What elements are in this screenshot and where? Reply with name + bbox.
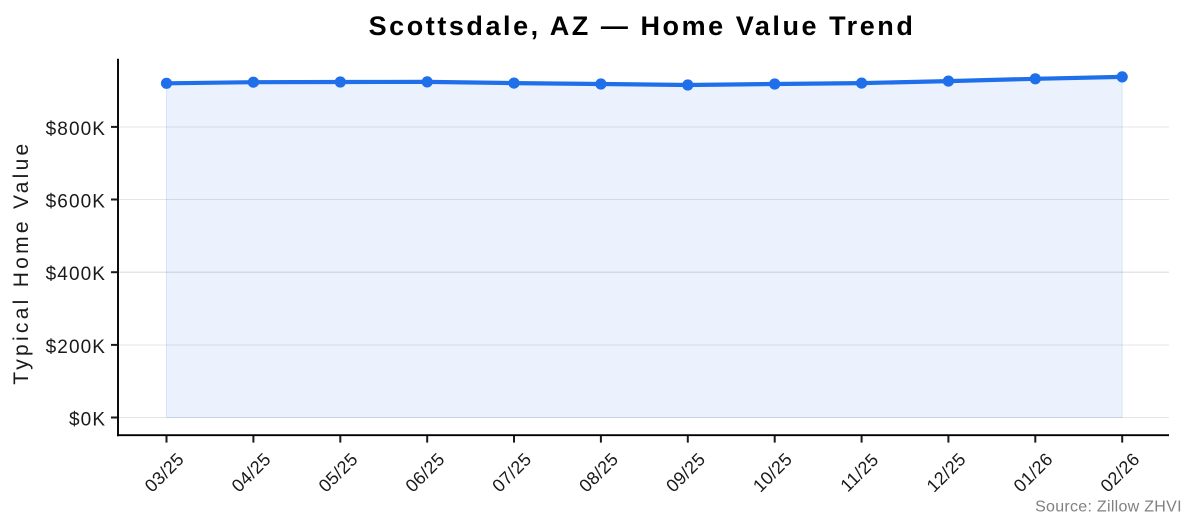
svg-text:05/25: 05/25 (315, 449, 362, 496)
svg-text:03/25: 03/25 (141, 449, 188, 496)
svg-text:11/25: 11/25 (836, 450, 882, 496)
svg-text:08/25: 08/25 (575, 449, 622, 496)
svg-text:09/25: 09/25 (662, 449, 709, 496)
svg-text:Source: Zillow ZHVI: Source: Zillow ZHVI (1035, 498, 1182, 515)
svg-text:$800K: $800K (46, 119, 106, 140)
svg-text:10/25: 10/25 (749, 449, 796, 496)
svg-text:Typical Home Value: Typical Home Value (10, 140, 33, 384)
svg-text:07/25: 07/25 (488, 449, 535, 496)
svg-text:$0K: $0K (69, 409, 106, 430)
svg-text:01/26: 01/26 (1010, 449, 1057, 496)
svg-text:$200K: $200K (46, 337, 106, 358)
svg-text:Scottsdale, AZ — Home Value Tr: Scottsdale, AZ — Home Value Trend (369, 11, 916, 41)
svg-text:06/25: 06/25 (402, 449, 449, 496)
svg-text:02/26: 02/26 (1097, 449, 1144, 496)
svg-text:$400K: $400K (46, 264, 106, 285)
svg-text:$600K: $600K (46, 191, 106, 212)
svg-text:04/25: 04/25 (228, 449, 275, 496)
svg-text:12/25: 12/25 (923, 449, 970, 496)
